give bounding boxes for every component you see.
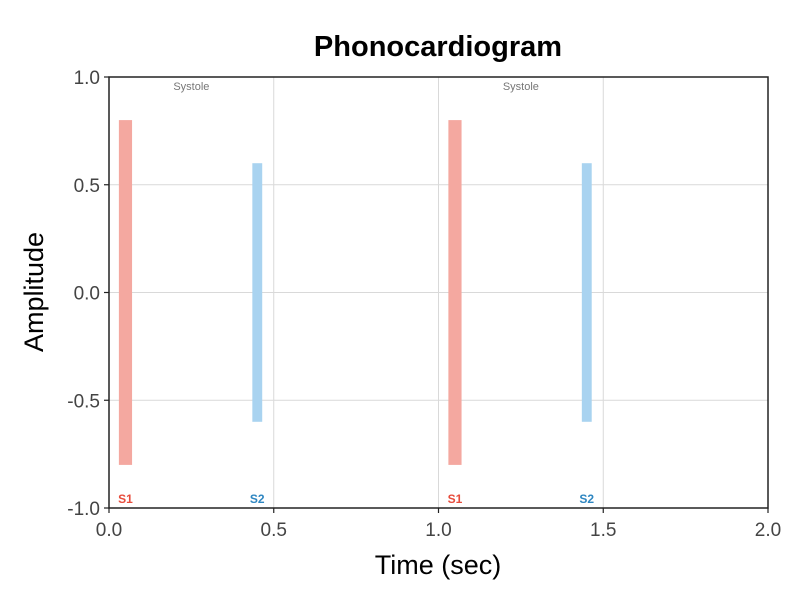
bar-s1: [448, 120, 462, 465]
bar-s2: [581, 163, 592, 422]
x-tick-label: 2.0: [755, 520, 781, 541]
event-bars: S1 S1 S2 S2: [118, 120, 594, 506]
bar-s1: [118, 120, 133, 465]
annotations: Systole Systole: [173, 81, 539, 93]
event-label-s2: S2: [579, 492, 594, 506]
annotation-label: Systole: [173, 81, 209, 93]
x-axis-label: Time (sec): [375, 550, 502, 580]
bar-s2: [252, 163, 263, 422]
x-tick-label: 0.0: [96, 520, 122, 541]
annotation-label: Systole: [503, 81, 539, 93]
y-tick-label: 0.5: [74, 176, 100, 197]
axis-ticks: 0.0 0.5 1.0 1.5 2.0 -1.0 -0.5 0.0 0.5 1.0: [67, 68, 781, 541]
y-tick-label: -0.5: [67, 391, 100, 412]
y-tick-label: 1.0: [74, 68, 100, 89]
x-tick-label: 0.5: [261, 520, 287, 541]
y-axis-label: Amplitude: [19, 232, 49, 352]
x-tick-label: 1.5: [590, 520, 616, 541]
x-tick-label: 1.0: [425, 520, 451, 541]
grid: [109, 77, 768, 508]
y-tick-label: 0.0: [74, 284, 100, 305]
event-label-s2: S2: [250, 492, 265, 506]
chart-title: Phonocardiogram: [314, 31, 562, 63]
event-label-s1: S1: [448, 492, 463, 506]
event-label-s1: S1: [118, 492, 133, 506]
y-tick-label: -1.0: [67, 499, 100, 520]
